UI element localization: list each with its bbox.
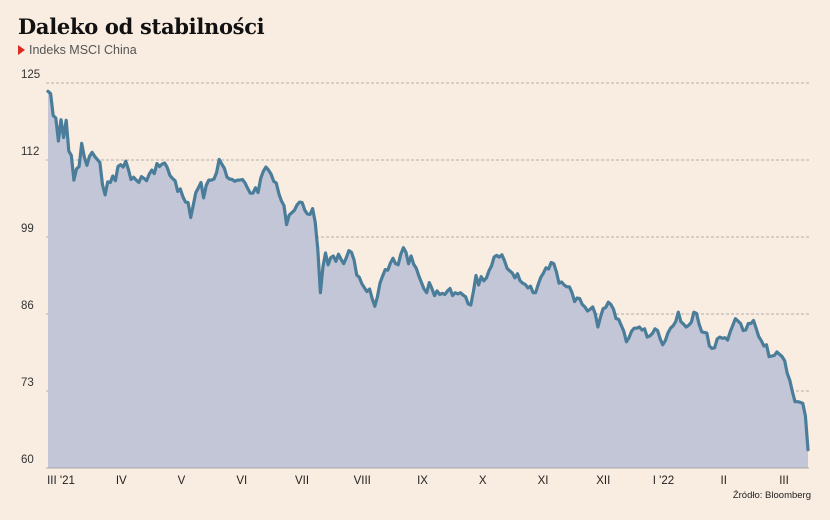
x-tick-label: VI (236, 475, 247, 487)
x-tick-label: III '21 (47, 475, 75, 487)
series-legend: Indeks MSCI China (18, 43, 137, 57)
x-tick-label: III (779, 475, 789, 487)
x-tick-label: XII (596, 475, 610, 487)
x-tick-label: V (178, 475, 186, 487)
x-tick-label: I '22 (653, 475, 674, 487)
source-note: Źródło: Bloomberg (732, 490, 811, 501)
y-axis: 60 73 86 99 112 125 (21, 69, 40, 466)
series-name: Indeks MSCI China (29, 43, 137, 57)
y-tick-label: 112 (21, 146, 39, 158)
x-tick-label: XI (538, 475, 549, 487)
y-tick-label: 73 (21, 377, 34, 389)
x-axis: III '21 IV V VI VII VIII IX X XI XII I '22 II III (47, 475, 789, 487)
x-tick-label: II (721, 475, 727, 487)
series-line (46, 89, 810, 452)
y-tick-label: 99 (21, 223, 34, 235)
x-tick-label: X (479, 475, 487, 487)
triangle-marker-icon (18, 45, 25, 55)
plot-area (46, 89, 810, 469)
y-tick-label: 125 (21, 69, 40, 81)
chart-title: Daleko od stabilności (18, 14, 265, 39)
x-tick-label: IV (116, 475, 127, 487)
x-tick-label: VII (295, 475, 309, 487)
series-area (48, 91, 808, 469)
y-tick-label: 86 (21, 300, 34, 312)
x-tick-label: IX (417, 475, 428, 487)
x-tick-label: VIII (354, 475, 371, 487)
y-tick-label: 60 (21, 454, 34, 466)
